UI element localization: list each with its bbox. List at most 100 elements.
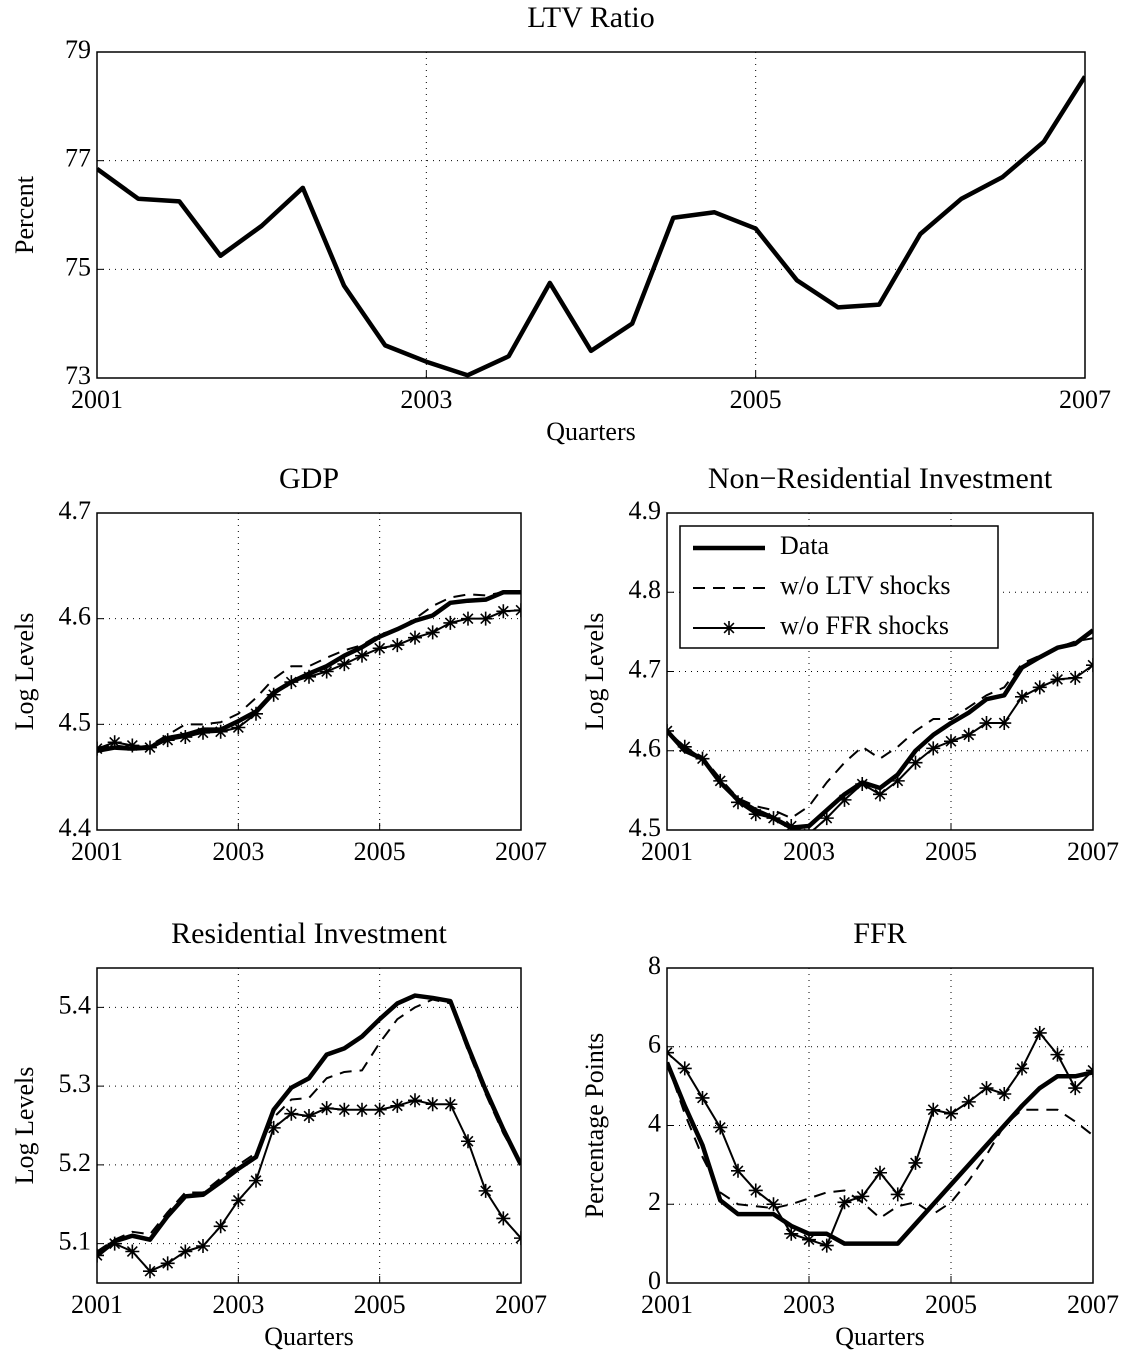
point-marker [766,811,781,826]
point-marker [713,1120,728,1135]
y-tick-label: 4.4 [59,813,92,842]
point-marker [496,604,511,619]
point-marker [461,611,475,626]
series-line [97,993,521,1258]
series-line [667,1062,1093,1220]
point-marker [731,1163,745,1178]
y-tick-label: 0 [648,1266,661,1295]
point-marker [107,1236,122,1251]
x-axis-label: Quarters [264,1322,354,1351]
panel: 2001 2003 2005 2007 4.5 4.6 4.7 4.8 4.9 Non−Resid… [580,462,1119,866]
point-marker [1050,1047,1065,1062]
point-marker [855,777,870,792]
plot-lines [97,590,521,756]
point-marker [890,773,905,788]
x-axis-label: Quarters [835,1322,925,1351]
point-marker [249,706,263,721]
point-marker [443,615,458,630]
point-marker [372,1102,387,1117]
x-tick-label: 2001 [641,1290,693,1319]
chart-title: LTV Ratio [527,1,655,34]
point-marker [319,1101,334,1116]
point-marker [284,675,299,690]
x-tick-label: 2001 [71,385,123,414]
plot-lines [97,993,521,1279]
point-marker [425,625,440,640]
point-marker [355,648,369,663]
point-marker [1015,689,1029,704]
plot-area [97,968,521,1283]
point-marker [695,1090,710,1105]
x-tick-label: 2005 [925,1290,977,1319]
x-tick-label: 2007 [1067,1290,1119,1319]
point-marker [926,741,941,756]
point-marker [478,611,493,626]
point-marker [784,1226,799,1241]
point-marker [196,1238,210,1253]
series-line [97,75,1085,378]
y-tick-label: 4.8 [629,575,662,604]
plot-frame [96,967,522,1284]
point-marker [908,755,923,770]
point-marker [496,1211,511,1226]
point-marker [890,1187,905,1202]
x-tick-label: 2007 [495,837,547,866]
panel: 2001 2003 2005 2007 5.1 5.2 5.3 5.4 Residential … [10,917,547,1351]
y-tick-label: 2 [648,1187,661,1216]
x-tick-label: 2001 [641,837,693,866]
y-tick-label: 79 [65,35,91,64]
point-marker [695,751,710,766]
point-marker [979,716,994,731]
point-marker [390,638,405,653]
x-tick-label: 2001 [71,837,123,866]
x-tick-label: 2007 [1067,837,1119,866]
y-tick-label: 5.3 [59,1069,92,1098]
point-marker [873,787,887,802]
panel: 2001 2003 2005 2007 4.4 4.5 4.6 4.7 GDP Log Level… [10,462,547,866]
point-marker [926,1102,941,1117]
point-marker [837,1195,852,1210]
point-marker [355,1102,369,1117]
point-marker [1068,670,1083,685]
y-tick-label: 4.7 [59,496,92,525]
plot-frame [96,51,1086,379]
x-tick-label: 2005 [925,837,977,866]
point-marker [908,1155,923,1170]
point-marker [944,1106,958,1121]
plot-area [97,52,1085,378]
y-tick-label: 5.1 [59,1227,92,1256]
point-marker [160,733,175,748]
plot-lines [667,1025,1093,1253]
x-tick-label: 2003 [212,1290,264,1319]
point-marker [677,1061,692,1076]
point-marker [1068,1081,1083,1096]
series-line [97,998,521,1253]
y-tick-label: 5.2 [59,1148,92,1177]
x-tick-label: 2003 [783,837,835,866]
point-marker [196,725,210,740]
x-tick-label: 2003 [783,1290,835,1319]
y-axis-label: Percentage Points [580,1033,609,1219]
point-marker [873,1165,887,1180]
point-marker [302,669,316,684]
point-marker [1032,1025,1047,1040]
series-line [667,1061,1093,1246]
y-tick-label: 77 [65,144,91,173]
y-tick-label: 75 [65,252,91,281]
y-tick-label: 4.6 [629,734,662,763]
y-tick-label: 4.5 [629,813,662,842]
point-marker [249,1173,263,1188]
point-marker [997,716,1012,731]
point-marker [337,1102,352,1117]
y-tick-label: 4.5 [59,707,92,736]
x-axis-label: Quarters [546,417,636,446]
point-marker [478,1183,493,1198]
point-marker [107,735,122,750]
x-tick-label: 2007 [1059,385,1111,414]
point-marker [408,1093,422,1108]
point-marker [784,819,799,830]
point-marker [143,740,157,755]
point-marker [443,1097,458,1112]
point-marker [160,1256,175,1271]
y-tick-label: 73 [65,361,91,390]
